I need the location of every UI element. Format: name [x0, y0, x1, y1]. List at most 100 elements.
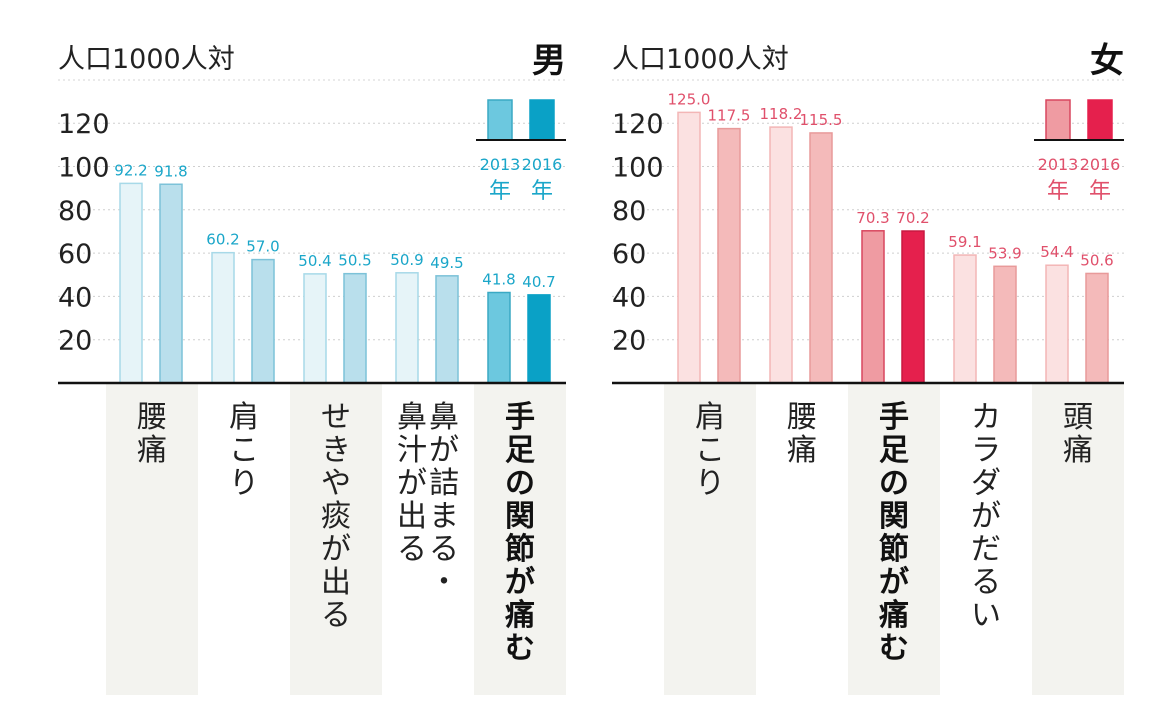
data-label: 49.5 — [430, 254, 463, 272]
legend-suffix: 年 — [1047, 179, 1069, 204]
legend: 2013 年 2016 年 — [476, 99, 566, 204]
category-label-char: 出 — [397, 499, 427, 534]
category-label-char: 痰 — [321, 499, 351, 534]
data-label: 125.0 — [668, 90, 711, 108]
category-label-char: 手 — [505, 400, 535, 435]
category-label-char: 節 — [879, 532, 909, 567]
y-tick-label: 60 — [612, 239, 646, 270]
y-tick-label: 80 — [58, 196, 92, 227]
bar-2013 — [487, 291, 511, 384]
legend-year: 2016 — [1080, 155, 1121, 174]
category-label-char: だ — [971, 532, 1001, 567]
bar-2016 — [527, 294, 551, 384]
category-label-char: こ — [695, 433, 725, 468]
y-tick-label: 20 — [612, 326, 646, 357]
data-label: 59.1 — [948, 233, 981, 251]
category-label-char: 肩 — [695, 400, 725, 435]
category-label-char: 足 — [879, 433, 909, 468]
category-label-char: カ — [971, 400, 1001, 435]
category-label-char: が — [505, 565, 535, 600]
category-label-char: る — [429, 532, 459, 567]
category-label-char: の — [879, 466, 909, 501]
data-label: 54.4 — [1040, 243, 1073, 261]
bar-2016 — [159, 183, 183, 384]
category-label-char: 腰 — [787, 400, 817, 435]
category-band — [290, 383, 382, 695]
category-label-char: 頭 — [1063, 400, 1093, 435]
y-tick-label: 80 — [612, 196, 646, 227]
legend-year: 2013 — [480, 155, 521, 174]
panel-male: 人口1000人対 男 20 40 60 80 100 120 92.2 91.8 腰痛 60.2 57.… — [58, 41, 566, 695]
category-label-char: ま — [429, 499, 459, 534]
gender-label: 女 — [1090, 41, 1124, 81]
bar-2016 — [809, 132, 833, 384]
unit-label: 人口1000人対 — [612, 44, 789, 75]
category-label-char: が — [879, 565, 909, 600]
gender-label: 男 — [532, 41, 566, 81]
category-band — [106, 383, 198, 695]
category-label-char: 関 — [505, 499, 535, 534]
category-label-char: 痛 — [787, 433, 817, 468]
data-label: 115.5 — [800, 111, 843, 129]
category-label-char: 痛 — [505, 598, 535, 633]
data-label: 41.8 — [482, 271, 515, 289]
bar-2013 — [1045, 264, 1069, 384]
category-label-char: る — [397, 532, 427, 567]
category-label-char: 出 — [321, 565, 351, 600]
category-label-char: が — [321, 532, 351, 567]
category-band — [474, 383, 566, 695]
bar-2013 — [303, 273, 327, 384]
data-label: 53.9 — [988, 244, 1021, 262]
category-label-char: 痛 — [1063, 433, 1093, 468]
legend-suffix: 年 — [1089, 179, 1111, 204]
category-label-char: 痛 — [879, 598, 909, 633]
legend-year: 2013 — [1038, 155, 1079, 174]
data-label: 91.8 — [154, 162, 187, 180]
data-label: 70.2 — [896, 209, 929, 227]
category-label-char: 関 — [879, 499, 909, 534]
bar-2016 — [1085, 272, 1109, 384]
category-label-char: 腰 — [137, 400, 167, 435]
bar-2016 — [717, 127, 741, 384]
bar-2013 — [119, 182, 143, 384]
y-tick-label: 100 — [612, 153, 664, 184]
category-label-char: き — [321, 433, 351, 468]
data-label: 50.5 — [338, 252, 371, 270]
category-band — [1032, 383, 1124, 695]
category-label-char: 手 — [879, 400, 909, 435]
y-tick-label: 60 — [58, 239, 92, 270]
legend-year: 2016 — [522, 155, 563, 174]
legend-swatch — [1045, 99, 1071, 141]
bar-2016 — [251, 258, 275, 384]
category-label-char: せ — [321, 400, 351, 435]
category-band — [848, 383, 940, 695]
bar-2016 — [435, 275, 459, 384]
y-tick-label: 20 — [58, 326, 92, 357]
category-label-char: ダ — [971, 466, 1001, 501]
data-label: 70.3 — [856, 209, 889, 227]
category-label-char: 鼻 — [429, 400, 459, 435]
data-label: 50.9 — [390, 251, 423, 269]
category-label-char: 鼻 — [397, 400, 427, 435]
category-label-char: 節 — [505, 532, 535, 567]
bar-2013 — [395, 272, 419, 384]
category-label-char: る — [321, 598, 351, 633]
bar-2013 — [953, 254, 977, 384]
category-label-char: る — [971, 565, 1001, 600]
category-label-char: 詰 — [429, 466, 459, 501]
y-tick-label: 120 — [612, 109, 664, 140]
data-label: 40.7 — [522, 273, 555, 291]
category-label-char: ラ — [971, 433, 1001, 468]
legend-suffix: 年 — [531, 179, 553, 204]
category-band — [664, 383, 756, 695]
legend: 2013 年 2016 年 — [1034, 99, 1124, 204]
category-label-char: り — [695, 466, 725, 501]
legend-swatch — [529, 99, 555, 141]
legend-swatch — [487, 99, 513, 141]
category-label-char: が — [429, 433, 459, 468]
category-label-char: の — [505, 466, 535, 501]
category-label-char: や — [321, 466, 351, 501]
category-label-char: 足 — [505, 433, 535, 468]
bar-2013 — [861, 230, 885, 384]
